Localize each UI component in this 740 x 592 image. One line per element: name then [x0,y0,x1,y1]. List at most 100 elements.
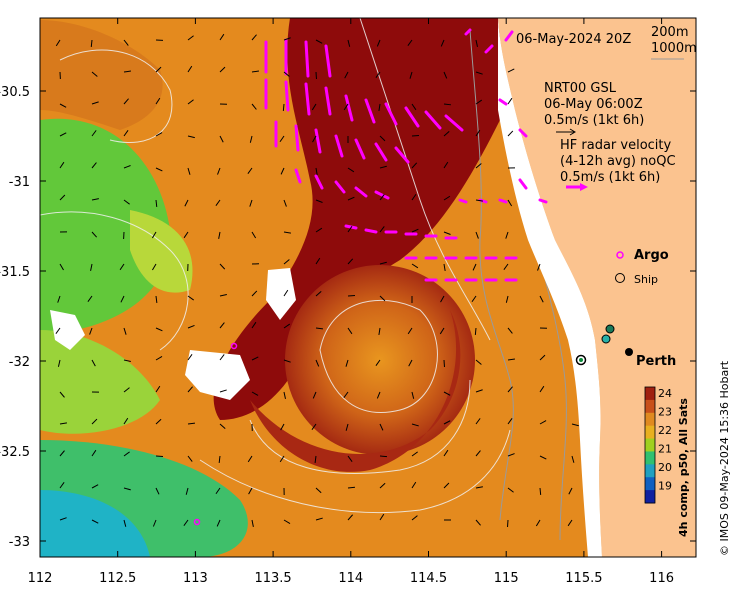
hf-vector [314,128,322,154]
plot-frame [39,17,697,558]
gsl-vector [89,327,93,335]
ship-legend-icon [615,273,625,283]
gsl-vector [91,71,98,77]
gsl-vector [378,327,381,335]
colorbar-label: 4h comp, p50, All Sats [677,398,690,537]
x-tick-label: 116 [649,571,674,586]
x-tick-label: 115 [494,571,519,586]
gsl-vector [91,519,99,524]
gsl-vector [123,130,129,137]
gsl-vector [379,295,386,302]
gsl-vector [471,295,477,303]
hf-vector [538,198,548,204]
gsl-vector [185,487,189,495]
hf-vector [374,190,390,200]
gsl-vector [283,71,290,77]
hf-vector [344,94,354,122]
gsl-scale: 0.5m/s (1kt 6h) [544,113,644,128]
gsl-vector [568,487,573,495]
gsl-vector [347,196,355,201]
gsl-vector [283,289,289,297]
gsl-vector [219,135,224,143]
gsl-vector [151,231,157,239]
gsl-vector [411,451,418,457]
sst-yellow-patch [130,210,193,293]
gsl-vector [123,451,130,457]
gsl-vector [187,353,193,361]
gsl-vector [475,450,481,457]
gsl-vector [507,97,513,105]
gsl-vector [247,167,253,174]
y-axis: -30.5 -31 -31.5 -32 -32.5 -33 [0,85,696,550]
hf-vector [364,228,378,234]
hf-vector [304,82,311,116]
y-tick-label: -31.5 [0,265,30,280]
ship-marker [575,354,587,366]
gsl-vector [91,418,98,425]
gsl-vector [411,423,419,427]
gsl-vector [187,35,194,41]
gsl-vector [187,65,193,73]
gsl-vector [407,327,413,335]
hf-avg: (4-12h avg) noQC [560,154,676,169]
x-tick-label: 115.5 [565,571,602,586]
colorbar-tick-label: 20 [658,461,672,474]
gsl-vector [347,167,355,173]
gsl-vector [155,418,162,425]
gsl-vector [91,231,98,238]
hf-title: HF radar velocity [560,138,672,153]
gsl-vector [507,130,514,137]
gsl-vector [59,161,65,169]
gsl-vector [475,99,483,105]
y-tick-label: -30.5 [0,85,30,100]
gsl-vector [120,295,125,303]
hf-vector [324,44,332,78]
gsl-vector [315,359,320,367]
colorbar-swatch [645,477,655,491]
gsl-vector [347,294,356,297]
gsl-vector [91,359,96,367]
gsl-vector [187,455,193,462]
gsl-vector [378,103,381,111]
hf-vector [354,186,368,198]
gsl-vector [571,455,575,463]
gsl-vector [91,198,99,201]
colorbar-tick-label: 22 [658,424,672,437]
gsl-vector [343,103,349,111]
gsl-vector [507,199,513,207]
x-tick-label: 113 [183,571,208,586]
hf-vector [324,86,332,116]
colorbar-tick-label: 23 [658,406,672,419]
gsl-vector [219,354,225,361]
gsl-vector [59,263,64,271]
colorbar-tick-label: 21 [658,443,672,456]
gsl-vector [375,359,381,366]
sst-mid-west [40,330,160,434]
gsl-vector [539,487,542,496]
gsl-vector [347,455,353,462]
gsl-vector [411,391,415,399]
ship-marker-dot [579,358,583,362]
gsl-vector [315,227,323,233]
gsl-vector [315,290,322,297]
gsl-vector [251,290,258,297]
hf-radar-arrows [264,28,548,282]
gsl-vector [443,161,449,169]
gsl-vector [472,263,477,271]
gsl-vector [249,135,253,143]
gsl-vector [215,487,221,495]
gsl-vector [251,34,257,41]
hf-vector [334,134,344,158]
gsl-vector [507,358,515,361]
gsl-vector [59,422,67,425]
sst-warm-current [213,18,500,420]
gsl-vector [123,487,131,491]
gsl-vector [151,263,157,271]
gsl-vector [311,103,317,111]
gsl-vector [219,294,227,297]
argo-legend-label: Argo [634,248,669,263]
hf-vector [374,142,388,162]
gsl-vector [283,199,287,207]
gsl-vector [443,391,451,396]
gsl-vector [283,259,290,265]
